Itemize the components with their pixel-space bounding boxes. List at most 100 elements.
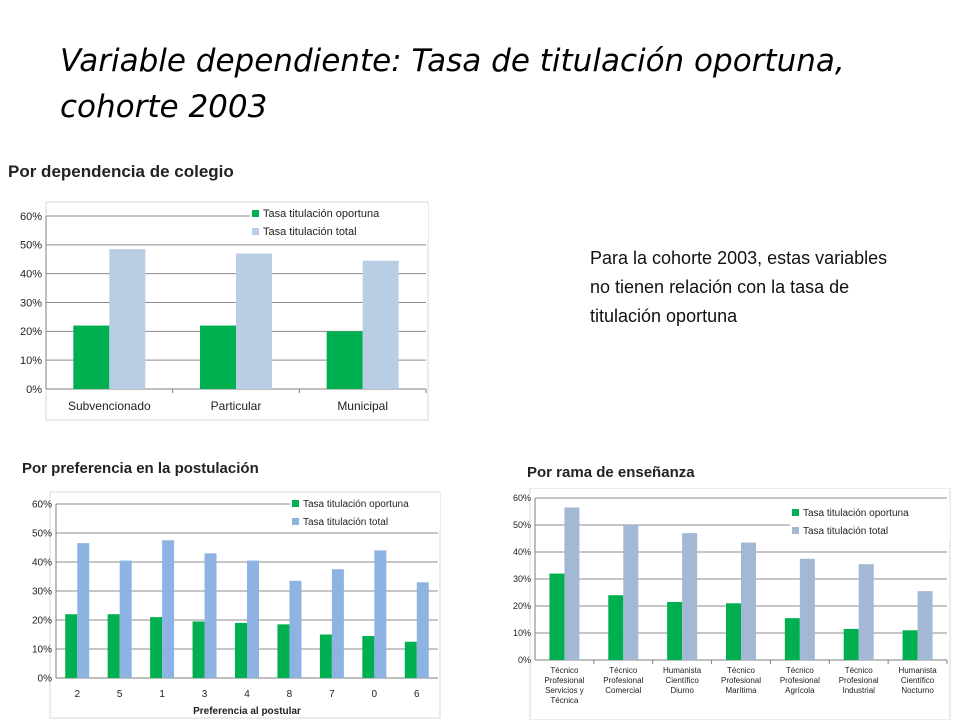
x-tick-label: Técnico Profesional Servicios y Técnica <box>544 666 584 705</box>
y-tick-label: 30% <box>20 297 42 309</box>
legend-label: Tasa titulación total <box>803 526 888 537</box>
y-tick-label: 10% <box>32 645 52 656</box>
bar-oportuna <box>150 617 163 678</box>
y-tick-label: 60% <box>32 500 52 511</box>
bar-oportuna <box>73 325 110 389</box>
bar-total <box>374 550 387 678</box>
x-tick-label: Municipal <box>337 399 388 413</box>
legend-label: Tasa titulación total <box>303 517 388 528</box>
y-tick-label: 50% <box>20 240 42 252</box>
bar-total <box>917 591 933 660</box>
legend-swatch <box>252 228 259 235</box>
x-tick-label: Técnico Profesional Agrícola <box>780 666 820 695</box>
y-tick-label: 50% <box>513 520 531 530</box>
y-tick-label: 40% <box>513 547 531 557</box>
y-tick-label: 20% <box>20 326 42 338</box>
chart-rama: 0% 10% 20% 30% 40% 50% 60% Técnico Profesional Se… <box>513 488 951 720</box>
x-tick-label: Técnico Profesional Comercial <box>603 666 643 695</box>
bar-total <box>162 540 175 678</box>
bar-oportuna <box>65 614 78 678</box>
x-tick-label: 3 <box>202 689 208 700</box>
x-tick-label: 7 <box>329 689 335 700</box>
bar-total <box>119 560 132 678</box>
bar-total <box>858 564 874 660</box>
legend-box <box>290 494 440 530</box>
bar-oportuna <box>277 624 290 678</box>
x-tick-label: 6 <box>414 689 420 700</box>
legend-label: Tasa titulación oportuna <box>803 508 909 519</box>
bar-oportuna <box>843 628 859 660</box>
section-title-preferencia: Por preferencia en la postulación <box>22 460 259 477</box>
x-tick-label: Humanista Científico Nocturno <box>898 666 937 695</box>
bar-oportuna <box>235 622 247 678</box>
bar-total <box>204 553 217 678</box>
bar-oportuna <box>404 641 417 678</box>
bar-oportuna <box>362 635 375 678</box>
x-tick-label: Particular <box>211 399 262 413</box>
section-title-rama: Por rama de enseñanza <box>527 464 695 481</box>
conclusion-note: Para la cohorte 2003, estas variables no… <box>590 248 888 326</box>
section-title-dependencia: Por dependencia de colegio <box>8 162 234 181</box>
y-tick-label: 20% <box>32 616 52 627</box>
x-tick-label: Técnico Profesional Industrial <box>839 666 879 695</box>
legend-swatch <box>252 210 259 217</box>
bar-total <box>682 533 698 660</box>
bar-total <box>289 580 302 678</box>
bar-oportuna <box>667 601 683 660</box>
y-tick-label: 10% <box>513 628 531 638</box>
y-tick-label: 20% <box>513 601 531 611</box>
legend-swatch <box>792 527 799 534</box>
x-axis-label: Preferencia al postular <box>193 706 301 717</box>
x-tick-label: 0 <box>372 689 378 700</box>
legend-label: Tasa titulación total <box>263 226 357 238</box>
x-tick-label: 8 <box>287 689 293 700</box>
y-tick-label: 40% <box>20 269 42 281</box>
y-tick-label: 30% <box>32 587 52 598</box>
chart-dependencia: 0% 10% 20% 30% 40% 50% 60% Subvencionado Particu… <box>20 201 429 421</box>
bar-oportuna <box>319 634 332 678</box>
bar-total <box>362 260 399 389</box>
bar-total <box>331 569 344 678</box>
bar-total <box>799 558 815 660</box>
legend-swatch <box>292 500 299 507</box>
bar-total <box>741 542 756 660</box>
bar-oportuna <box>549 573 565 660</box>
bar-total <box>623 525 639 660</box>
y-tick-label: 0% <box>518 655 531 665</box>
x-tick-label: 1 <box>159 689 165 700</box>
x-tick-label: 4 <box>244 689 250 700</box>
legend-swatch <box>292 518 299 525</box>
bar-oportuna <box>608 595 624 660</box>
bar-total <box>77 543 90 678</box>
y-tick-label: 0% <box>38 674 53 685</box>
bar-oportuna <box>784 618 800 660</box>
y-tick-label: 0% <box>26 384 42 396</box>
bar-oportuna <box>107 614 120 678</box>
y-tick-label: 50% <box>32 529 52 540</box>
x-tick-label: Técnico Profesional Marítima <box>721 666 761 695</box>
bar-total <box>416 582 429 678</box>
y-tick-label: 10% <box>20 355 42 367</box>
x-tick-label: 2 <box>74 689 80 700</box>
bar-total <box>236 253 272 389</box>
bar-oportuna <box>192 621 205 678</box>
y-tick-label: 30% <box>513 574 531 584</box>
bar-oportuna <box>326 331 363 389</box>
y-tick-label: 60% <box>513 493 531 503</box>
x-tick-label: 5 <box>117 689 123 700</box>
legend-box <box>790 503 950 539</box>
legend-swatch <box>792 509 799 516</box>
bar-oportuna <box>200 325 236 389</box>
legend-label: Tasa titulación oportuna <box>303 499 409 510</box>
bar-total <box>564 507 580 660</box>
y-tick-label: 60% <box>20 211 42 223</box>
bar-oportuna <box>726 603 741 660</box>
bar-total <box>109 249 146 389</box>
bar-oportuna <box>902 630 918 660</box>
x-tick-label: Humanista Científico Diurno <box>663 666 702 695</box>
legend-label: Tasa titulación oportuna <box>263 208 380 220</box>
bar-total <box>247 560 259 678</box>
slide-title: Variable dependiente: Tasa de titulación… <box>60 43 845 125</box>
legend-box <box>250 204 428 240</box>
x-tick-label: Subvencionado <box>68 399 151 413</box>
